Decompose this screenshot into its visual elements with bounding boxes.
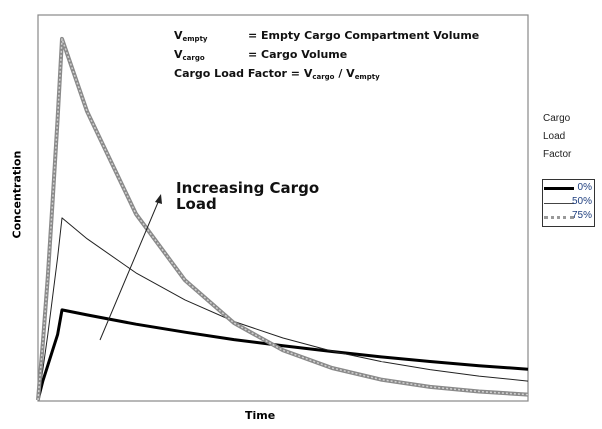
- factor-lhs: Cargo Load Factor =: [174, 67, 304, 80]
- definition-empty: Vempty = Empty Cargo Compartment Volume: [174, 28, 479, 47]
- legend-label: 75%: [571, 210, 592, 221]
- legend-title-line: Cargo: [543, 113, 571, 124]
- annotation-text: Increasing Cargo Load: [176, 180, 326, 212]
- y-axis-label: Concentration: [10, 150, 24, 239]
- v-symbol: V: [174, 29, 183, 42]
- series-layer: [36, 36, 529, 401]
- definitions-block: Vempty = Empty Cargo Compartment Volume V…: [174, 28, 479, 85]
- v-symbol: V: [174, 48, 183, 61]
- legend-title: Cargo Load Factor: [543, 110, 571, 164]
- legend-label: 50%: [571, 196, 592, 207]
- definition-factor: Cargo Load Factor = Vcargo / Vempty: [174, 66, 479, 85]
- empty-definition-text: = Empty Cargo Compartment Volume: [248, 29, 480, 42]
- legend-swatch: [544, 216, 574, 219]
- v-symbol: V: [346, 67, 355, 80]
- definition-cargo: Vcargo = Cargo Volume: [174, 47, 479, 66]
- cargo-subscript: cargo: [312, 73, 335, 81]
- arrow-head-icon: [155, 194, 162, 204]
- v-symbol: V: [303, 67, 313, 80]
- series-line-0pct: [36, 308, 529, 401]
- legend-item-75: 75%: [543, 210, 594, 224]
- legend-item-0: 0%: [543, 182, 594, 196]
- slash: /: [334, 67, 347, 80]
- x-axis-label: Time: [245, 409, 276, 422]
- legend-title-line: Factor: [543, 149, 572, 160]
- increasing-load-arrow: [99, 199, 160, 341]
- cargo-definition-text: = Cargo Volume: [248, 48, 348, 61]
- legend-item-50: 50%: [543, 196, 594, 210]
- empty-subscript: empty: [354, 73, 380, 81]
- series-line-50pct: [37, 217, 529, 401]
- series-line-75pct: [37, 38, 529, 401]
- legend-label: 0%: [577, 182, 592, 193]
- annotation-line-1: Increasing Cargo: [176, 179, 320, 197]
- cargo-subscript: cargo: [182, 54, 205, 62]
- legend-swatch: [544, 203, 574, 204]
- legend-swatch: [544, 187, 574, 190]
- plot-frame: [37, 14, 529, 402]
- legend-title-line: Load: [543, 131, 566, 142]
- empty-subscript: empty: [182, 35, 208, 43]
- legend: 0% 50% 75%: [542, 179, 595, 227]
- annotation-line-2: Load: [176, 195, 217, 213]
